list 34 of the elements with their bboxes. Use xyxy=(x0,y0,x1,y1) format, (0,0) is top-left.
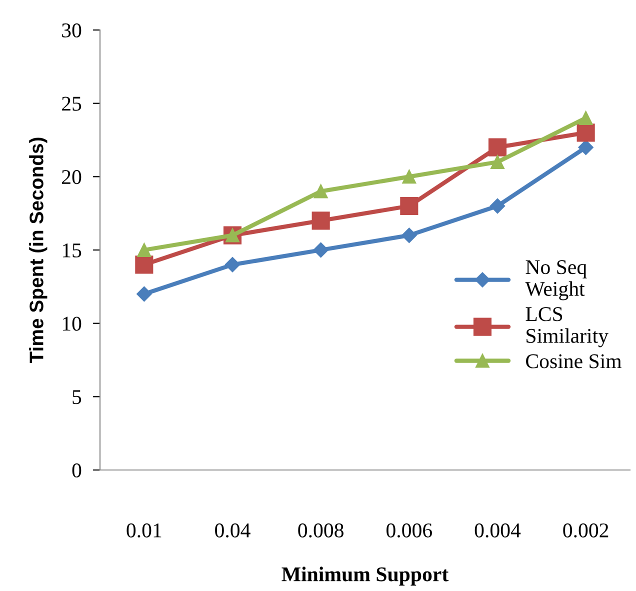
legend-label: Cosine Sim xyxy=(526,354,622,368)
legend-label: LCS Similarity xyxy=(526,307,608,348)
y-tick-label: 25 xyxy=(62,96,82,111)
point xyxy=(136,286,152,302)
y-tick-label: 15 xyxy=(62,243,82,258)
y-tick-label: 10 xyxy=(62,316,82,331)
y-tick-label: 20 xyxy=(62,170,82,184)
y-axis-title: Time Spent (in Seconds) xyxy=(29,138,48,364)
point xyxy=(578,140,594,155)
x-tick-label: 0.008 xyxy=(298,523,344,538)
point xyxy=(578,111,593,125)
point xyxy=(135,256,154,274)
x-axis-title: Minimum Support xyxy=(282,566,449,586)
x-tick-label: 0.006 xyxy=(386,523,432,538)
point xyxy=(402,228,417,243)
x-tick-label: 0.004 xyxy=(474,523,521,538)
x-tick-label: 0.01 xyxy=(126,523,162,538)
y-tick-label: 0 xyxy=(72,463,82,478)
point xyxy=(576,124,595,142)
point xyxy=(313,242,328,258)
y-tick-label: 5 xyxy=(72,390,82,404)
x-tick-label: 0.002 xyxy=(563,523,608,538)
point xyxy=(402,170,416,184)
point xyxy=(314,184,328,198)
point xyxy=(490,198,506,214)
point xyxy=(137,243,152,257)
legend-label: No Seq Weight xyxy=(525,260,587,300)
point xyxy=(490,155,504,169)
y-tick-label: 30 xyxy=(62,23,82,38)
point xyxy=(488,138,507,156)
point xyxy=(224,257,240,272)
point xyxy=(400,196,418,216)
point xyxy=(312,212,330,230)
x-tick-label: 0.04 xyxy=(215,523,250,538)
